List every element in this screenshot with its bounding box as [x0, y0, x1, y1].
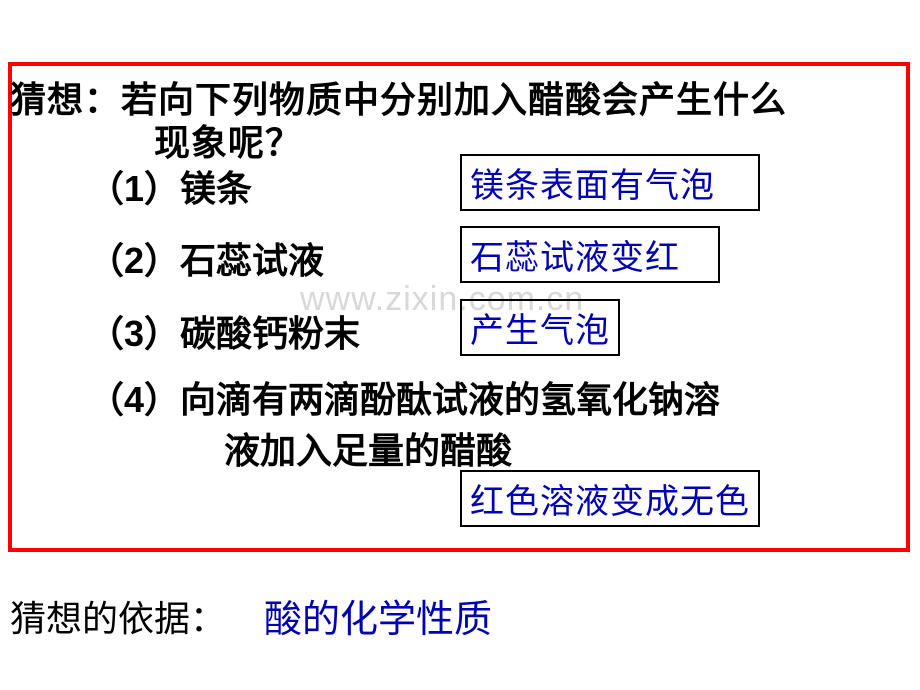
item-2: （2）石蕊试液 [88, 232, 324, 284]
slide: 猜想：若向下列物质中分别加入醋酸会产生什么 现象呢？ （1）镁条 （2）石蕊试液… [0, 0, 920, 690]
question-line1: 猜想：若向下列物质中分别加入醋酸会产生什么 [10, 71, 787, 123]
question-line2: 现象呢？ [154, 114, 302, 166]
item-4-line1: （4）向滴有两滴酚酞试液的氢氧化钠溶 [88, 378, 868, 422]
answer-3: 产生气泡 [460, 299, 620, 356]
answer-1: 镁条表面有气泡 [460, 154, 760, 211]
basis-answer: 酸的化学性质 [264, 588, 492, 643]
answer-2: 石蕊试液变红 [460, 226, 720, 283]
item-4-line2: 液加入足量的醋酸 [224, 422, 512, 474]
basis-label: 猜想的依据： [10, 590, 226, 642]
answer-4: 红色溶液变成无色 [460, 470, 760, 527]
item-1: （1）镁条 [88, 160, 252, 212]
item-3: （3）碳酸钙粉末 [88, 305, 360, 357]
